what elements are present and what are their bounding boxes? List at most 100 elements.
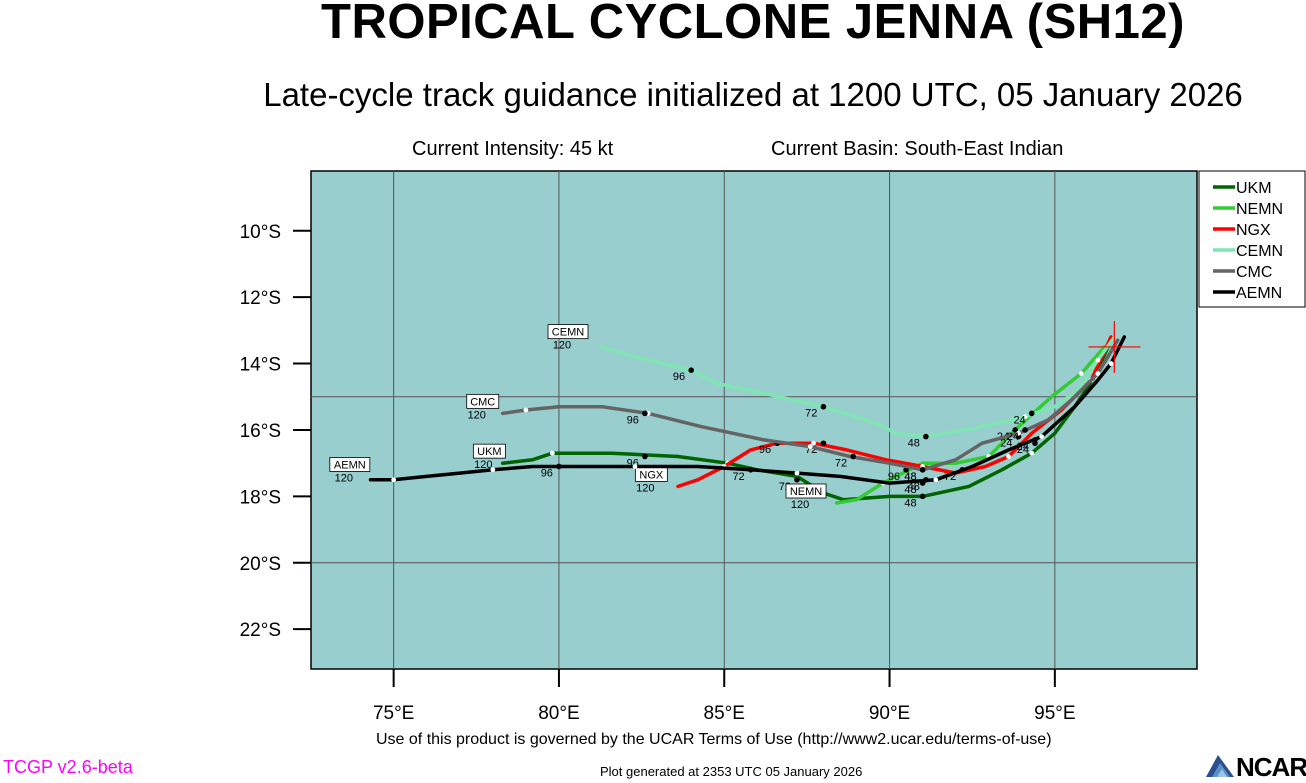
legend-label-ukm: UKM [1236, 180, 1272, 197]
track-end-hour: 120 [335, 472, 353, 484]
track-point-labeled [923, 433, 929, 440]
track-end-label: CMC [470, 396, 495, 408]
ncar-logo: NCAR [1200, 748, 1306, 782]
x-tick-label: 90°E [869, 703, 910, 724]
track-point-labeled [794, 476, 800, 483]
track-end-box [466, 393, 500, 409]
y-tick-label: 10°S [240, 222, 281, 243]
legend-label-ngx: NGX [1236, 222, 1271, 239]
legend-label-aemn: AEMN [1236, 285, 1282, 302]
y-tick-label: 20°S [240, 554, 281, 575]
track-point-labeled [820, 440, 827, 447]
track-hour-label: 72 [805, 408, 817, 420]
track-point-labeled [923, 476, 929, 483]
track-point-labeled [1012, 427, 1018, 433]
track-hour-label: 96 [673, 371, 685, 383]
track-point [1016, 430, 1021, 436]
track-hour-label: 48 [904, 484, 916, 496]
track-end-box [472, 443, 506, 459]
track-end-box [547, 324, 589, 340]
x-tick-label: 85°E [704, 703, 745, 724]
ncar-logo-icon [1206, 755, 1234, 777]
track-line-cmc [500, 338, 1120, 472]
y-tick-label: 14°S [240, 355, 281, 376]
track-point [933, 477, 939, 483]
track-point [1029, 450, 1035, 456]
track-point-labeled [747, 467, 754, 473]
y-tick-label: 22°S [240, 620, 281, 641]
track-line-ukm [500, 338, 1113, 502]
track-hour-label: 24 [1000, 438, 1012, 450]
track-end-label: NEMN [790, 486, 822, 498]
track-end-label: NGX [639, 469, 664, 481]
version-label: TCGP v2.6-beta [3, 757, 133, 777]
track-point-labeled [642, 453, 648, 460]
track-point [549, 450, 555, 456]
track-end-hour: 120 [474, 459, 492, 471]
track-point [1095, 357, 1101, 363]
track-point-labeled [556, 463, 562, 470]
track-hour-label: 72 [835, 458, 847, 470]
track-end-hour: 120 [636, 482, 654, 494]
track-end-hour: 120 [553, 340, 571, 352]
legend-label-cmc: CMC [1236, 264, 1272, 281]
terms-of-use: Use of this product is governed by the U… [376, 731, 1052, 748]
track-point [807, 444, 813, 449]
track-point [391, 477, 397, 483]
current-basin: Current Basin: South-East Indian [771, 138, 1064, 160]
y-tick-label: 16°S [240, 421, 281, 442]
track-end-label: CEMN [552, 327, 584, 339]
ncar-logo-text: NCAR [1236, 752, 1306, 782]
track-point [490, 467, 496, 473]
track-end-hour: 120 [791, 499, 809, 511]
legend-label-nemn: NEMN [1236, 201, 1283, 218]
track-point-labeled [1022, 427, 1028, 433]
track-point [1078, 371, 1084, 376]
track-line-cemn [600, 335, 1117, 439]
plot-generated: Plot generated at 2353 UTC 05 January 20… [600, 764, 863, 779]
track-hour-label: 24 [1007, 431, 1019, 443]
track-point-labeled [1028, 410, 1035, 417]
x-tick-label: 75°E [373, 703, 414, 724]
page-title: TROPICAL CYCLONE JENNA (SH12) [321, 0, 1185, 49]
y-tick-label: 18°S [240, 487, 281, 508]
track-point [811, 440, 816, 446]
track-end-box [785, 483, 827, 499]
track-point-labeled [820, 403, 827, 410]
track-hour-label: 96 [541, 467, 553, 479]
legend-box [1198, 170, 1306, 308]
track-hour-label: 96 [888, 471, 900, 483]
page-subtitle: Late-cycle track guidance initialized at… [263, 76, 1243, 113]
track-end-label: UKM [477, 446, 501, 458]
legend-label-cemn: CEMN [1236, 243, 1283, 260]
track-hour-label: 96 [627, 414, 639, 426]
track-hour-label: 48 [904, 497, 916, 509]
x-tick-label: 95°E [1034, 703, 1075, 724]
track-point-labeled [919, 493, 926, 500]
track-point [1039, 434, 1045, 439]
track-end-hour: 120 [468, 409, 486, 421]
track-hour-label: 24 [1017, 441, 1029, 453]
track-hour-label: 96 [759, 444, 771, 456]
track-hour-label: 24 [1013, 414, 1025, 426]
track-end-label: AEMN [334, 459, 366, 471]
track-end-box [329, 457, 371, 472]
x-tick-label: 80°E [538, 703, 579, 724]
y-tick-label: 12°S [240, 288, 281, 309]
track-point-labeled [688, 367, 694, 374]
track-point-labeled [850, 453, 856, 460]
track-point-labeled [642, 410, 648, 417]
track-point-labeled [919, 467, 926, 473]
track-point [1095, 371, 1101, 376]
track-line-nemn [834, 345, 1107, 505]
track-point [1006, 454, 1011, 459]
track-point [794, 470, 800, 476]
track-hour-label: 48 [908, 481, 920, 493]
track-hour-label: 72 [732, 471, 744, 483]
track-point [523, 407, 529, 413]
